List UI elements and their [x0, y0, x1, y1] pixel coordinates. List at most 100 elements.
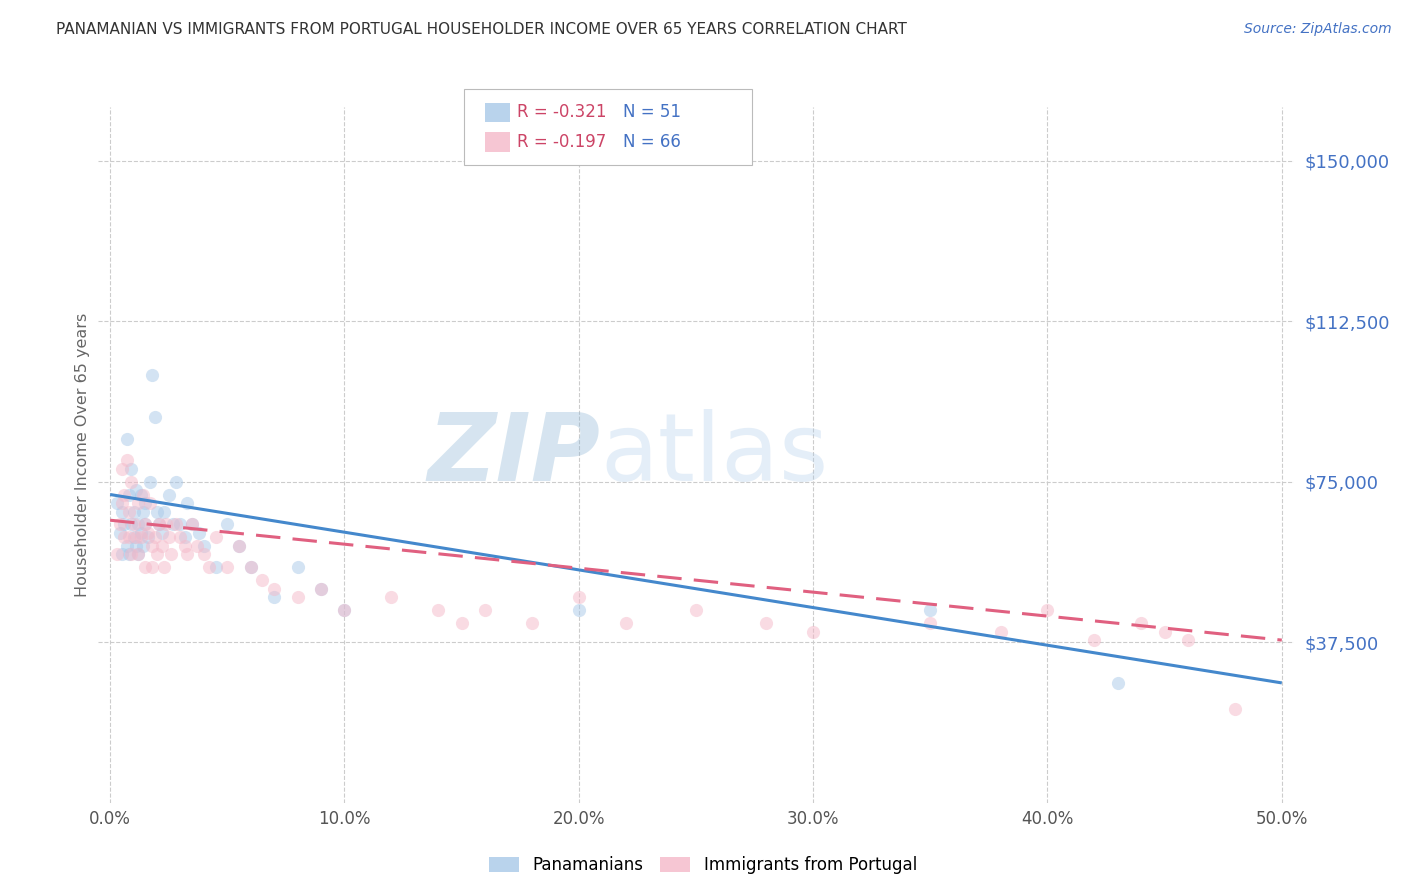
Point — [1107, 676, 1129, 690]
Point — [174, 539, 197, 553]
Point — [115, 539, 138, 553]
Point — [520, 615, 543, 630]
Point — [115, 432, 138, 446]
Text: N = 66: N = 66 — [623, 133, 681, 151]
Point — [111, 548, 134, 562]
Point — [228, 539, 250, 553]
Point — [112, 487, 135, 501]
Point — [193, 548, 215, 562]
Point — [801, 624, 824, 639]
Point — [125, 539, 148, 553]
Text: ZIP: ZIP — [427, 409, 600, 501]
Point — [118, 530, 141, 544]
Point — [165, 475, 187, 489]
Point — [176, 496, 198, 510]
Point — [239, 560, 262, 574]
Point — [287, 560, 309, 574]
Point — [150, 526, 173, 541]
Point — [141, 560, 163, 574]
Point — [990, 624, 1012, 639]
Point — [120, 462, 142, 476]
Point — [181, 517, 204, 532]
Point — [309, 582, 332, 596]
Point — [136, 530, 159, 544]
Point — [136, 526, 159, 541]
Point — [263, 591, 285, 605]
Point — [755, 615, 778, 630]
Point — [193, 539, 215, 553]
Point — [153, 505, 176, 519]
Point — [160, 548, 183, 562]
Point — [115, 453, 138, 467]
Point — [148, 517, 170, 532]
Point — [108, 526, 131, 541]
Point — [685, 603, 707, 617]
Point — [1130, 615, 1153, 630]
Point — [176, 548, 198, 562]
Point — [143, 530, 166, 544]
Point — [118, 487, 141, 501]
Point — [139, 496, 162, 510]
Point — [122, 517, 145, 532]
Legend: Panamanians, Immigrants from Portugal: Panamanians, Immigrants from Portugal — [484, 851, 922, 880]
Point — [165, 517, 187, 532]
Point — [287, 591, 309, 605]
Point — [112, 530, 135, 544]
Point — [169, 517, 191, 532]
Point — [204, 560, 226, 574]
Point — [120, 475, 142, 489]
Point — [157, 530, 180, 544]
Point — [217, 560, 239, 574]
Point — [111, 462, 134, 476]
Point — [148, 517, 170, 532]
Point — [155, 517, 177, 532]
Point — [157, 487, 180, 501]
Point — [146, 548, 169, 562]
Point — [150, 539, 173, 553]
Point — [162, 517, 184, 532]
Point — [129, 526, 152, 541]
Point — [111, 505, 134, 519]
Point — [118, 548, 141, 562]
Point — [134, 517, 156, 532]
Point — [129, 530, 152, 544]
Text: N = 51: N = 51 — [623, 103, 681, 121]
Point — [197, 560, 219, 574]
Text: R = -0.321: R = -0.321 — [517, 103, 607, 121]
Text: atlas: atlas — [600, 409, 828, 501]
Point — [132, 487, 155, 501]
Point — [132, 539, 155, 553]
Point — [380, 591, 402, 605]
Point — [568, 591, 591, 605]
Point — [920, 615, 942, 630]
Point — [309, 582, 332, 596]
Point — [427, 603, 450, 617]
Point — [252, 573, 274, 587]
Point — [568, 603, 591, 617]
Point — [217, 517, 239, 532]
Text: Source: ZipAtlas.com: Source: ZipAtlas.com — [1244, 22, 1392, 37]
Point — [127, 496, 149, 510]
Point — [1223, 701, 1246, 715]
Point — [134, 517, 156, 532]
Text: PANAMANIAN VS IMMIGRANTS FROM PORTUGAL HOUSEHOLDER INCOME OVER 65 YEARS CORRELAT: PANAMANIAN VS IMMIGRANTS FROM PORTUGAL H… — [56, 22, 907, 37]
Point — [105, 548, 128, 562]
Point — [125, 530, 148, 544]
Point — [125, 483, 148, 498]
Point — [120, 548, 142, 562]
Point — [122, 530, 145, 544]
Point — [105, 496, 128, 510]
Point — [112, 517, 135, 532]
Point — [333, 603, 356, 617]
Point — [141, 368, 163, 382]
Point — [204, 530, 226, 544]
Y-axis label: Householder Income Over 65 years: Householder Income Over 65 years — [75, 313, 90, 597]
Point — [127, 517, 149, 532]
Point — [1177, 633, 1199, 648]
Text: R = -0.197: R = -0.197 — [517, 133, 606, 151]
Point — [1036, 603, 1059, 617]
Point — [134, 560, 156, 574]
Point — [614, 615, 637, 630]
Point — [139, 475, 162, 489]
Point — [111, 496, 134, 510]
